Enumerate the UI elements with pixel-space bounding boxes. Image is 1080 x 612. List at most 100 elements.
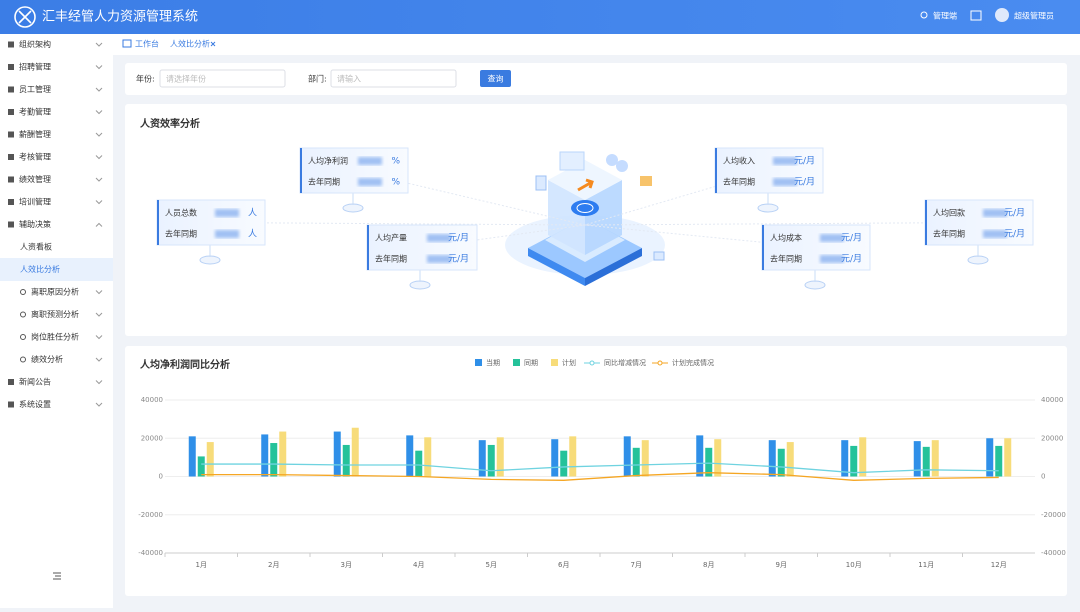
metric-card-accent: [715, 148, 717, 193]
pedestal: [409, 280, 431, 290]
legend-swatch: [513, 359, 520, 366]
bar: [850, 445, 858, 477]
blurred-value: [773, 178, 797, 186]
fullscreen-icon[interactable]: [970, 10, 982, 21]
pedestal: [342, 203, 364, 213]
line-series: [201, 472, 999, 481]
menu-icon: [8, 64, 14, 70]
bar: [351, 427, 359, 477]
pedestal: [967, 255, 989, 265]
bar: [714, 439, 722, 477]
role-icon: [920, 11, 928, 19]
line-series: [201, 462, 999, 474]
metric-label: 人均收入: [723, 156, 755, 166]
legend-swatch: [551, 359, 558, 366]
tab-close[interactable]: [210, 41, 216, 47]
metric-unit: 元/月: [448, 254, 469, 265]
menu-item[interactable]: 绩效管理: [19, 174, 51, 184]
menu-item[interactable]: 考核管理: [19, 152, 51, 162]
dept-input[interactable]: [330, 69, 457, 88]
menu-item[interactable]: 新闻公告: [19, 377, 51, 387]
menu-icon: [8, 109, 14, 115]
bar: [569, 436, 577, 477]
menu-icon: [8, 221, 14, 228]
menu-item[interactable]: 考勤管理: [19, 107, 51, 117]
menu-item[interactable]: 员工管理: [19, 84, 51, 94]
legend-label[interactable]: 计划完成情况: [672, 358, 714, 367]
x-tick-label: 3月: [341, 561, 352, 569]
chevron: [95, 357, 103, 362]
chevron: [95, 155, 103, 160]
chevron: [95, 132, 103, 137]
pedestal: [804, 280, 826, 290]
y-tick-label: 40000: [141, 396, 163, 404]
query-button-label[interactable]: 查询: [488, 74, 504, 84]
bar: [986, 438, 994, 477]
menu-item[interactable]: 组织架构: [19, 39, 51, 49]
menu-icon: [8, 131, 14, 138]
metric-label: 人均成本: [770, 233, 802, 243]
y-tick-label: 20000: [141, 434, 163, 442]
legend-label[interactable]: 计划: [562, 358, 576, 367]
chevron: [95, 65, 103, 70]
menu-icon: [8, 154, 14, 160]
connector: [584, 222, 980, 226]
bar: [841, 440, 849, 477]
bar: [623, 436, 631, 477]
submenu-item[interactable]: 离职原因分析: [31, 287, 79, 297]
bar: [922, 446, 930, 477]
legend-label[interactable]: 当期: [486, 358, 500, 367]
year-label: 年份:: [136, 74, 155, 84]
submenu-icon: [20, 289, 26, 295]
tab-home[interactable]: 工作台: [135, 39, 159, 49]
legend-swatch: [475, 359, 482, 366]
bar: [696, 435, 704, 477]
menu-item[interactable]: 系统设置: [19, 399, 51, 409]
submenu-item[interactable]: 岗位胜任分析: [31, 332, 79, 342]
y-tick-label: -20000: [138, 511, 163, 519]
user-name[interactable]: 超级管理员: [1014, 11, 1054, 21]
menu-item[interactable]: 辅助决策: [19, 219, 51, 229]
year-input[interactable]: [159, 69, 286, 88]
chevron: [95, 42, 103, 47]
bar: [206, 442, 214, 477]
chevron: [95, 380, 103, 385]
compare-label: 去年同期: [770, 254, 802, 264]
metric-unit: 元/月: [794, 177, 815, 188]
metric-label: 人均净利润: [308, 156, 348, 166]
submenu-item[interactable]: 人效比分析: [20, 264, 60, 274]
x-tick-label: 1月: [196, 561, 207, 569]
submenu-item[interactable]: 人资看板: [20, 242, 52, 252]
submenu-item[interactable]: 离职预测分析: [31, 309, 79, 319]
blurred-value: [427, 234, 451, 242]
y-tick-label: 0: [159, 473, 163, 481]
bar: [496, 437, 504, 477]
y2-tick-label: -20000: [1041, 511, 1066, 519]
legend-label[interactable]: 同期: [524, 359, 538, 367]
blurred-value: [427, 255, 451, 263]
compare-label: 去年同期: [933, 229, 965, 239]
blurred-value: [358, 157, 382, 165]
legend-label[interactable]: 同比增减情况: [604, 358, 646, 367]
chevron: [95, 87, 103, 92]
tab-current[interactable]: 人效比分析: [170, 39, 210, 49]
pedestal: [199, 255, 221, 265]
collapse-icon[interactable]: [53, 572, 61, 580]
x-tick-label: 11月: [918, 561, 934, 569]
app-title: 汇丰经管人力资源管理系统: [42, 10, 198, 25]
bar: [279, 431, 287, 477]
logo-mark: [18, 10, 32, 24]
menu-item[interactable]: 培训管理: [19, 197, 51, 207]
menu-item[interactable]: 招聘管理: [19, 62, 51, 72]
chevron: [95, 290, 103, 295]
connector: [353, 170, 586, 226]
menu-item[interactable]: 薪酬管理: [19, 129, 51, 139]
chevron: [95, 200, 103, 205]
blurred-value: [215, 209, 239, 217]
query-button[interactable]: [480, 70, 511, 87]
submenu-item[interactable]: 绩效分析: [31, 354, 63, 364]
chevron: [95, 312, 103, 317]
avatar[interactable]: [995, 8, 1009, 22]
role[interactable]: 管理端: [933, 11, 957, 21]
metric-unit: %: [391, 178, 400, 188]
